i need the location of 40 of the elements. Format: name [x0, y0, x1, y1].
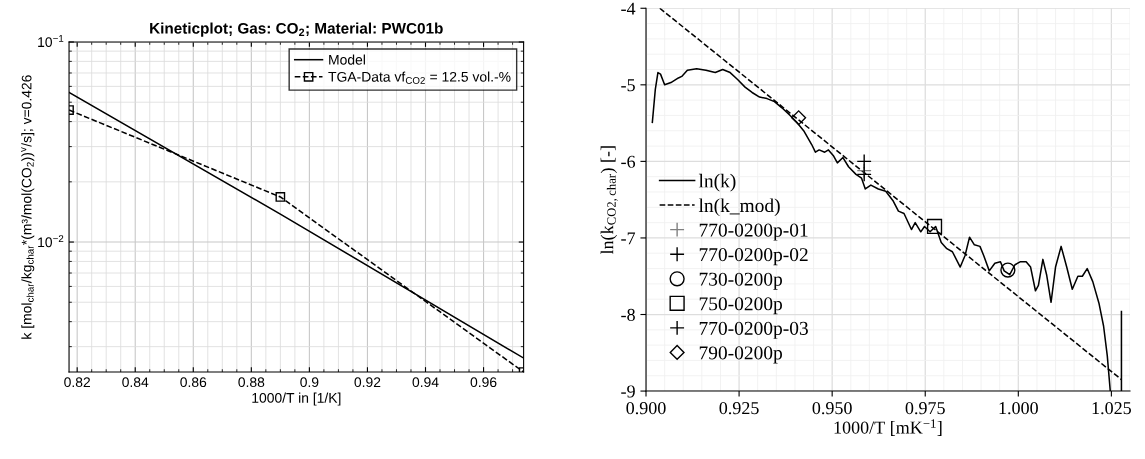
y-tick-label: -8	[621, 308, 635, 321]
legend-label: TGA-Data vf$_{CO2}$ = 12.5 vol.-%	[328, 71, 511, 84]
x-axis-title: 1000/T in [1/K]	[252, 392, 341, 406]
y-tick-label: -9	[621, 385, 635, 398]
legend-label: 770-0200p-03	[699, 321, 808, 339]
legend-label: ln(k)	[698, 173, 736, 192]
legend-label: 770-0200p-02	[699, 248, 808, 266]
x-tick-label: 0.950	[812, 402, 852, 415]
x-tick-label: 0.9	[300, 377, 319, 388]
x-tick-label: 0.900	[626, 402, 666, 415]
legend-label: ln(k_mod)	[698, 198, 780, 217]
x-tick-label: 0.975	[905, 402, 945, 415]
x-tick-label: 0.84	[122, 377, 149, 388]
y-tick-label: -4	[621, 2, 636, 15]
x-tick-label: 0.96	[470, 377, 497, 388]
y-tick-label: -6	[621, 155, 636, 168]
x-tick-label: 0.86	[180, 377, 207, 388]
y-tick-label: 10$^{−2}$	[38, 235, 64, 248]
text: k [mol$_{char}$/kg$_{char}$*(m³/mol(CO$_{2}$))$^{v}$/s]; v=0.426	[21, 75, 35, 339]
legend-label: 730-0200p	[699, 272, 782, 290]
chart-title: Kineticplot; Gas: CO$_{2}$; Material: PWC01b	[150, 22, 443, 37]
x-axis-title: 1000/T [mK$^{−1}$]	[834, 419, 942, 436]
x-tick-label: 0.82	[64, 377, 90, 388]
point	[926, 218, 943, 235]
x-tick-label: 0.94	[412, 377, 439, 388]
x-tick-label: 0.88	[238, 377, 265, 388]
y-tick-label: -7	[621, 232, 636, 245]
y-tick-label: 10$^{−1}$	[38, 35, 64, 48]
point	[791, 110, 807, 126]
legend-label: Model	[329, 54, 365, 65]
legend-label: 790-0200p	[699, 346, 782, 364]
x-tick-label: 0.92	[354, 377, 381, 388]
legend-label: 770-0200p-01	[699, 223, 808, 241]
legend-label: 750-0200p	[699, 297, 782, 315]
x-tick-label: 1.025	[1092, 402, 1131, 415]
x-tick-label: 1.000	[999, 402, 1038, 415]
y-tick-label: -5	[621, 79, 635, 92]
point	[1000, 262, 1016, 278]
x-tick-label: 0.925	[719, 402, 759, 415]
y-axis-title: ln(k$_{CO2,char}$) [-]	[600, 146, 618, 255]
